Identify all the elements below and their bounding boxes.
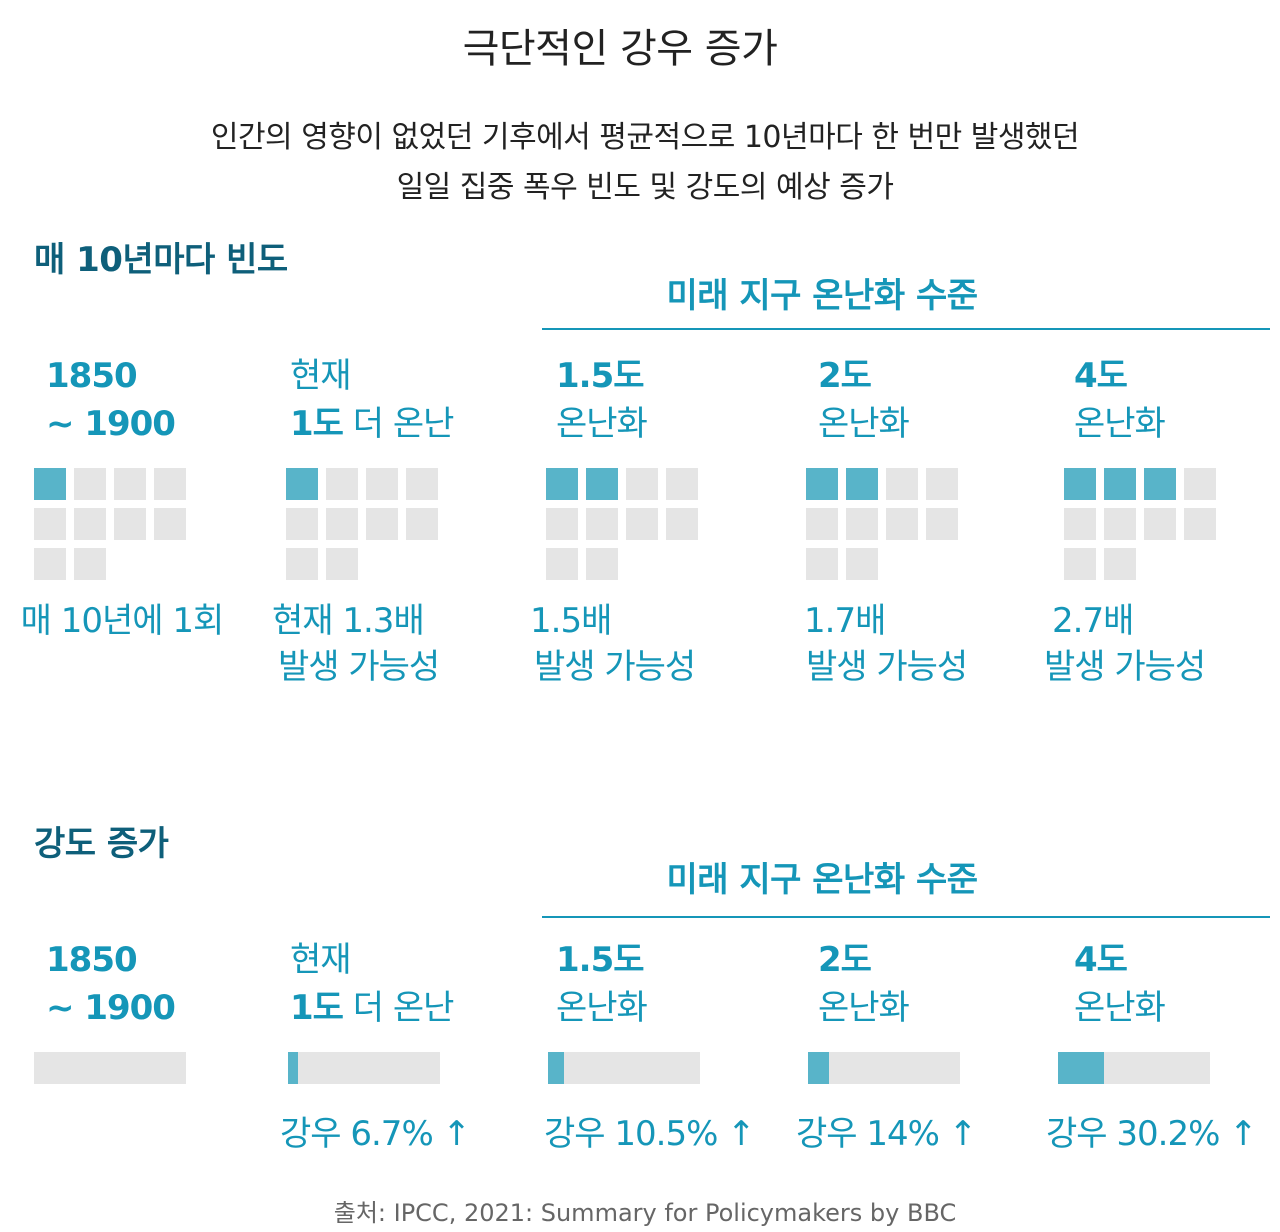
frequency-square-empty [846, 548, 878, 580]
frequency-square-empty [1184, 508, 1216, 540]
freq-caption-baseline: 매 10년에 1회 [20, 601, 225, 641]
int-header-1-5: 1.5도 온난화 [556, 940, 648, 1028]
freq-caption-present: 현재 1.3배 발생 가능성 [272, 601, 440, 687]
frequency-square-empty [626, 508, 658, 540]
frequency-square-empty [1184, 468, 1216, 500]
int-bar-baseline [34, 1052, 186, 1084]
int-label-1-5: 강우 10.5% ↑ [544, 1114, 756, 1154]
frequency-square-empty [74, 468, 106, 500]
frequency-square-empty [286, 508, 318, 540]
frequency-square-filled [546, 468, 578, 500]
frequency-square-filled [846, 468, 878, 500]
int-bar-present [288, 1052, 440, 1084]
freq-header-present: 현재 1도 더 온난 [290, 356, 454, 444]
frequency-square-filled [1144, 468, 1176, 500]
frequency-square-empty [326, 548, 358, 580]
frequency-square-empty [886, 468, 918, 500]
intensity-future-label: 미래 지구 온난화 수준 [666, 860, 978, 900]
freq-caption-4: 2.7배 발생 가능성 [1044, 601, 1206, 687]
freq-caption-1-5: 1.5배 발생 가능성 [530, 601, 696, 687]
freq-header-baseline: 1850 ~ 1900 [46, 356, 176, 444]
frequency-square-filled [1064, 468, 1096, 500]
frequency-square-empty [34, 508, 66, 540]
freq-grid-4 [1064, 468, 1216, 580]
int-bar-fill-present [288, 1052, 299, 1084]
frequency-square-empty [74, 508, 106, 540]
int-bar-fill-4 [1058, 1052, 1104, 1084]
freq-grid-present [286, 468, 438, 580]
freq-grid-2 [806, 468, 958, 580]
int-header-baseline: 1850 ~ 1900 [46, 940, 176, 1028]
frequency-future-label: 미래 지구 온난화 수준 [666, 276, 978, 316]
int-label-2: 강우 14% ↑ [796, 1114, 977, 1154]
frequency-square-empty [114, 468, 146, 500]
freq-caption-2: 1.7배 발생 가능성 [804, 601, 968, 687]
freq-grid-baseline [34, 468, 186, 580]
source-note: 출처: IPCC, 2021: Summary for Policymakers… [333, 1199, 957, 1227]
frequency-square-empty [926, 508, 958, 540]
frequency-square-empty [806, 508, 838, 540]
frequency-square-empty [366, 468, 398, 500]
frequency-square-empty [74, 548, 106, 580]
frequency-square-empty [154, 508, 186, 540]
frequency-square-empty [1104, 548, 1136, 580]
frequency-square-filled [34, 468, 66, 500]
frequency-square-empty [586, 508, 618, 540]
frequency-section-title: 매 10년마다 빈도 [34, 240, 288, 280]
frequency-square-empty [286, 548, 318, 580]
frequency-square-empty [406, 508, 438, 540]
freq-header-4: 4도 온난화 [1074, 356, 1166, 444]
frequency-square-empty [846, 508, 878, 540]
frequency-square-empty [1144, 508, 1176, 540]
frequency-square-empty [586, 548, 618, 580]
frequency-square-empty [666, 508, 698, 540]
frequency-square-filled [806, 468, 838, 500]
frequency-square-empty [154, 468, 186, 500]
intensity-section-title: 강도 증가 [34, 824, 169, 864]
freq-grid-1-5 [546, 468, 698, 580]
int-header-2: 2도 온난화 [818, 940, 910, 1028]
frequency-square-empty [1104, 508, 1136, 540]
int-bar-1-5 [548, 1052, 700, 1084]
frequency-square-empty [114, 508, 146, 540]
frequency-square-empty [34, 548, 66, 580]
subtitle-line-2: 일일 집중 폭우 빈도 및 강도의 예상 증가 [396, 170, 894, 205]
frequency-square-filled [1104, 468, 1136, 500]
frequency-square-empty [366, 508, 398, 540]
frequency-square-empty [326, 508, 358, 540]
frequency-square-filled [586, 468, 618, 500]
frequency-square-empty [806, 548, 838, 580]
frequency-square-empty [886, 508, 918, 540]
frequency-future-rule [542, 328, 1270, 330]
subtitle-line-1: 인간의 영향이 없었던 기후에서 평균적으로 10년마다 한 번만 발생했던 [210, 120, 1080, 155]
frequency-square-empty [626, 468, 658, 500]
intensity-future-rule [542, 916, 1270, 918]
frequency-square-filled [286, 468, 318, 500]
frequency-square-empty [1064, 508, 1096, 540]
int-bar-4 [1058, 1052, 1210, 1084]
frequency-square-empty [326, 468, 358, 500]
freq-header-1-5: 1.5도 온난화 [556, 356, 648, 444]
freq-header-2: 2도 온난화 [818, 356, 910, 444]
frequency-square-empty [1064, 548, 1096, 580]
int-header-present: 현재 1도 더 온난 [290, 940, 454, 1028]
int-header-4: 4도 온난화 [1074, 940, 1166, 1028]
frequency-square-empty [666, 468, 698, 500]
frequency-square-empty [926, 468, 958, 500]
page-title: 극단적인 강우 증가 [462, 26, 778, 72]
int-label-4: 강우 30.2% ↑ [1046, 1114, 1258, 1154]
int-label-present: 강우 6.7% ↑ [280, 1114, 471, 1154]
int-bar-2 [808, 1052, 960, 1084]
frequency-square-empty [546, 548, 578, 580]
frequency-square-empty [546, 508, 578, 540]
frequency-square-empty [406, 468, 438, 500]
int-bar-fill-1-5 [548, 1052, 564, 1084]
int-bar-fill-2 [808, 1052, 830, 1084]
